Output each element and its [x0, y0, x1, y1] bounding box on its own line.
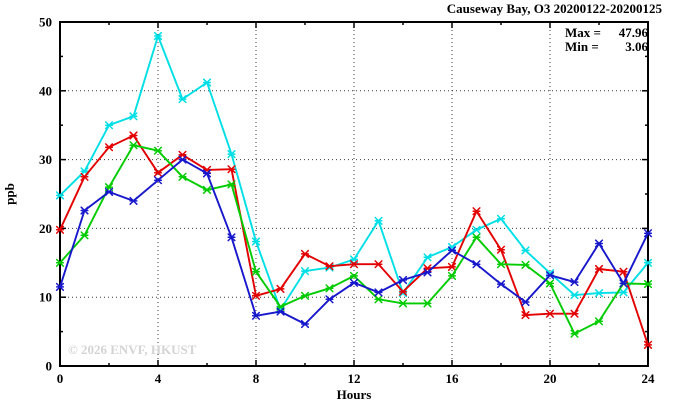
- series-lines: [55, 31, 653, 349]
- y-tick-label: 40: [39, 83, 52, 98]
- axis-tick-labels: 0 4 8 12 16 20 24 0 10 20 30 40 50: [39, 15, 655, 387]
- x-tick-label: 4: [155, 371, 162, 386]
- series-green: [55, 141, 653, 338]
- watermark: © 2026 ENVF, HKUST: [68, 342, 197, 357]
- plot-frame: [59, 21, 649, 367]
- series-blue: [55, 155, 653, 329]
- y-tick-label: 0: [46, 359, 53, 374]
- series-red: [55, 131, 653, 349]
- series-markers-red: [55, 131, 653, 349]
- x-tick-label: 16: [446, 371, 460, 386]
- series-markers-green: [55, 141, 653, 338]
- y-tick-label: 30: [39, 152, 52, 167]
- y-tick-label: 20: [39, 221, 52, 236]
- x-tick-label: 0: [57, 371, 64, 386]
- series-cyan: [55, 31, 653, 314]
- series-path-cyan: [59, 35, 649, 311]
- series-path-blue: [59, 158, 649, 325]
- max-stat-value: 47.96: [619, 25, 649, 40]
- x-tick-label: 20: [544, 371, 557, 386]
- y-axis-label: ppb: [2, 183, 17, 205]
- x-tick-label: 8: [253, 371, 260, 386]
- min-stat-label: Min =: [565, 39, 599, 54]
- y-tick-label: 50: [39, 15, 52, 30]
- x-axis-label: Hours: [337, 387, 372, 402]
- x-tick-label: 12: [348, 371, 361, 386]
- min-stat-value: 3.06: [625, 39, 648, 54]
- gridlines: [60, 22, 648, 366]
- chart-title: Causeway Bay, O3 20200122-20200125: [447, 1, 663, 16]
- series-path-green: [59, 144, 649, 335]
- series-markers-blue: [55, 155, 653, 329]
- y-tick-label: 10: [39, 290, 52, 305]
- x-tick-label: 24: [642, 371, 656, 386]
- series-markers-cyan: [55, 31, 653, 314]
- max-stat-label: Max =: [565, 25, 601, 40]
